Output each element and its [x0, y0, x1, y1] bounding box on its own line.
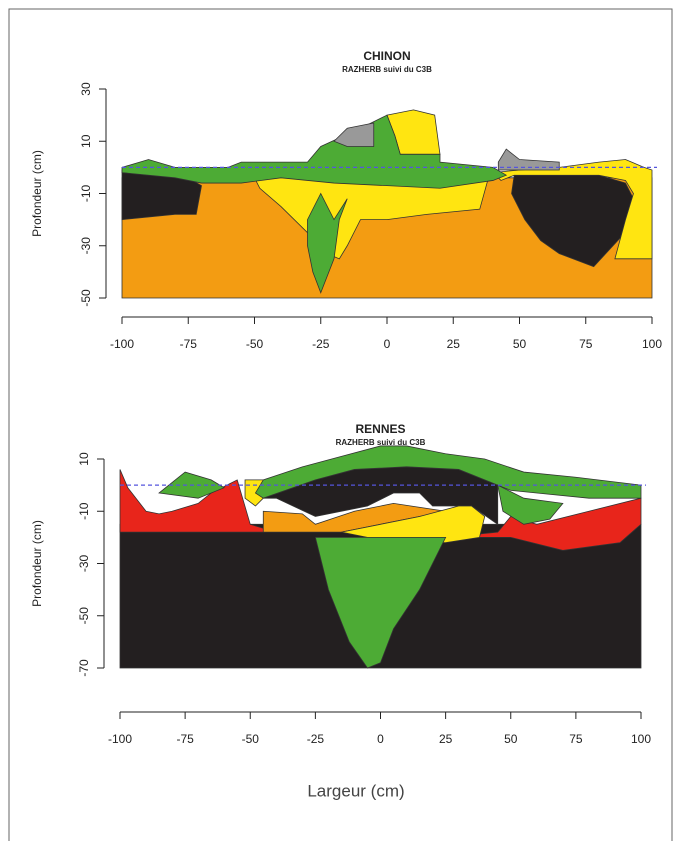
x-tick-label: 50: [513, 337, 527, 351]
y-tick-label: 10: [79, 134, 93, 148]
x-tick-label: 75: [569, 732, 583, 746]
x-axis-label: Largeur (cm): [307, 781, 404, 800]
chart-title: CHINON: [363, 49, 410, 63]
y-tick-label: -50: [79, 289, 93, 307]
soil-region: [314, 536, 447, 669]
soil-region: [244, 479, 264, 507]
x-tick-label: -25: [307, 732, 325, 746]
chart-subtitle: RAZHERB suivi du C3B: [336, 438, 426, 447]
x-tick-label: -75: [180, 337, 198, 351]
x-tick-label: 0: [377, 732, 384, 746]
soil-region: [497, 484, 564, 525]
y-tick-label: -30: [77, 555, 91, 573]
x-tick-label: 100: [631, 732, 651, 746]
soil-region: [121, 114, 508, 189]
x-tick-label: 100: [642, 337, 662, 351]
x-tick-label: -50: [246, 337, 264, 351]
x-tick-label: -75: [176, 732, 194, 746]
x-tick-label: -25: [312, 337, 330, 351]
y-tick-label: -30: [79, 237, 93, 255]
soil-region: [307, 192, 348, 294]
x-tick-label: 25: [447, 337, 461, 351]
chart-subtitle: RAZHERB suivi du C3B: [342, 65, 432, 74]
frame: [8, 8, 673, 841]
y-axis-label: Profondeur (cm): [30, 150, 44, 237]
chart-title: RENNES: [355, 422, 405, 436]
x-tick-label: 0: [384, 337, 391, 351]
x-tick-label: 75: [579, 337, 593, 351]
x-tick-label: -100: [108, 732, 132, 746]
x-tick-label: -50: [242, 732, 260, 746]
soil-region: [262, 503, 446, 533]
y-tick-label: 10: [77, 452, 91, 466]
x-tick-label: 50: [504, 732, 518, 746]
y-tick-label: 30: [79, 82, 93, 96]
soil-region: [254, 445, 642, 499]
soil-region: [497, 148, 560, 171]
y-tick-label: -70: [77, 659, 91, 677]
soil-region: [492, 159, 653, 260]
soil-region: [333, 122, 375, 147]
x-tick-label: -100: [110, 337, 134, 351]
x-tick-label: 25: [439, 732, 453, 746]
y-tick-label: -50: [77, 607, 91, 625]
y-tick-label: -10: [79, 185, 93, 203]
y-axis-label: Profondeur (cm): [30, 520, 44, 607]
y-tick-label: -10: [77, 502, 91, 520]
